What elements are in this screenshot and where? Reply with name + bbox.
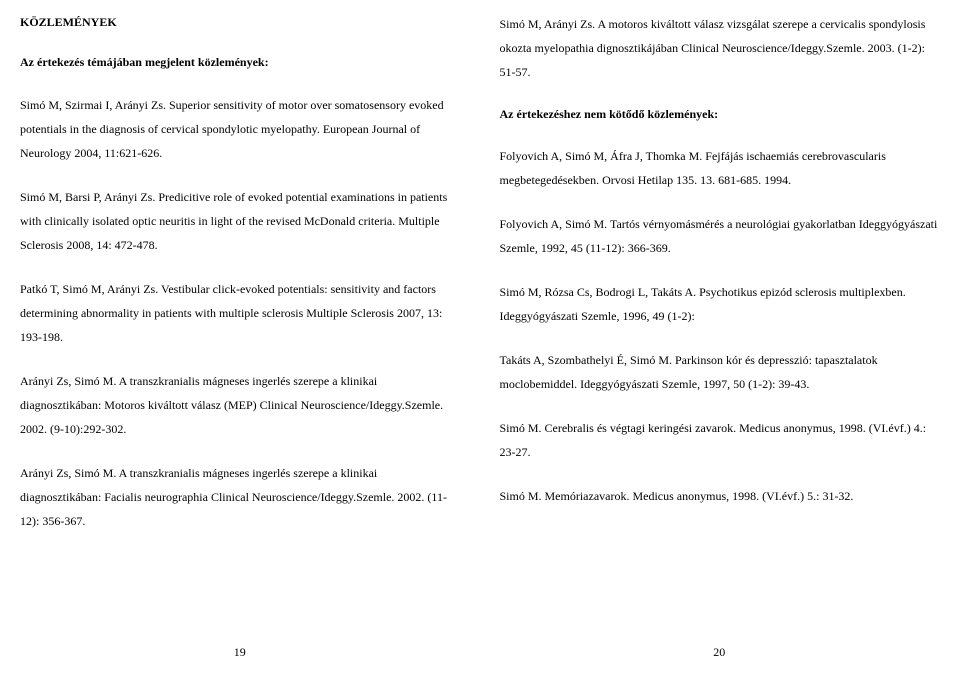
bibliography-entry: Patkó T, Simó M, Arányi Zs. Vestibular c…: [20, 277, 460, 349]
bibliography-entry: Simó M, Rózsa Cs, Bodrogi L, Takáts A. P…: [500, 280, 940, 328]
bibliography-entry: Arányi Zs, Simó M. A transzkranialis mág…: [20, 461, 460, 533]
left-subheading: Az értekezés témájában megjelent közlemé…: [20, 52, 460, 72]
bibliography-entry: Simó M. Memóriazavarok. Medicus anonymus…: [500, 484, 940, 508]
right-subheading: Az értekezéshez nem kötődő közlemények:: [500, 104, 940, 124]
left-heading: KÖZLEMÉNYEK: [20, 12, 460, 32]
bibliography-entry: Arányi Zs, Simó M. A transzkranialis mág…: [20, 369, 460, 441]
bibliography-entry: Simó M, Barsi P, Arányi Zs. Predicitive …: [20, 185, 460, 257]
bibliography-entry: Takáts A, Szombathelyi É, Simó M. Parkin…: [500, 348, 940, 396]
page-number-left: 19: [20, 642, 460, 662]
bibliography-entry: Simó M, Szirmai I, Arányi Zs. Superior s…: [20, 93, 460, 165]
bibliography-entry: Simó M. Cerebralis és végtagi keringési …: [500, 416, 940, 464]
left-column: KÖZLEMÉNYEK Az értekezés témájában megje…: [20, 12, 460, 662]
bibliography-entry: Simó M, Arányi Zs. A motoros kiváltott v…: [500, 12, 940, 84]
right-column: Simó M, Arányi Zs. A motoros kiváltott v…: [500, 12, 940, 662]
bibliography-entry: Folyovich A, Simó M. Tartós vérnyomásmér…: [500, 212, 940, 260]
page-number-right: 20: [500, 642, 940, 662]
bibliography-entry: Folyovich A, Simó M, Áfra J, Thomka M. F…: [500, 144, 940, 192]
